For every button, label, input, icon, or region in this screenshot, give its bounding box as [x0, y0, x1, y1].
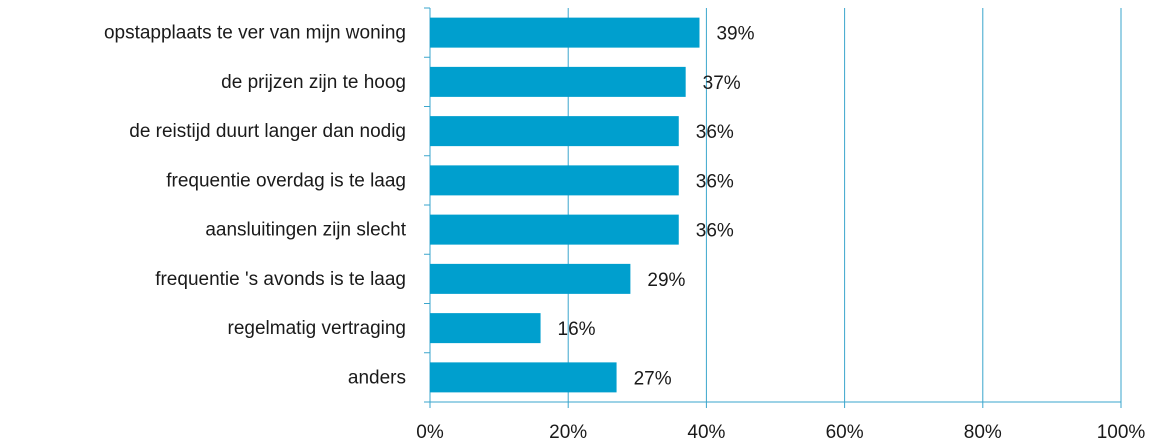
bar: [430, 66, 686, 97]
y-tick-label: de prijzen zijn te hoog: [221, 72, 406, 93]
data-label: 27%: [634, 368, 672, 389]
data-label: 29%: [647, 270, 685, 291]
data-label: 39%: [716, 24, 754, 45]
x-tick-label: 0%: [416, 422, 444, 443]
bar: [430, 263, 631, 294]
x-tick-label: 60%: [826, 422, 864, 443]
x-tick-label: 100%: [1097, 422, 1146, 443]
y-tick-label: opstapplaats te ver van mijn woning: [104, 23, 406, 44]
data-label: 36%: [696, 221, 734, 242]
y-tick-label: de reistijd duurt langer dan nodig: [129, 121, 406, 142]
data-label: 36%: [696, 122, 734, 143]
x-tick-label: 20%: [549, 422, 587, 443]
bar: [430, 313, 541, 344]
y-tick-label: anders: [348, 367, 406, 388]
bar: [430, 17, 700, 48]
bar: [430, 165, 679, 196]
y-tick-label: frequentie overdag is te laag: [166, 170, 406, 191]
x-tick-label: 40%: [687, 422, 725, 443]
y-tick-label: aansluitingen zijn slecht: [205, 220, 406, 241]
y-tick-label: frequentie 's avonds is te laag: [155, 269, 406, 290]
bar: [430, 116, 679, 147]
bar: [430, 362, 617, 393]
data-label: 16%: [558, 319, 596, 340]
x-tick-label: 80%: [964, 422, 1002, 443]
bar: [430, 214, 679, 245]
data-label: 37%: [703, 73, 741, 94]
data-label: 36%: [696, 171, 734, 192]
y-tick-label: regelmatig vertraging: [228, 318, 406, 339]
